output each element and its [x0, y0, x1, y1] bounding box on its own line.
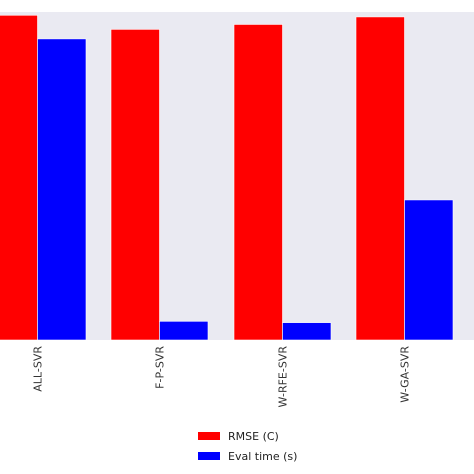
legend-label-rmse-c: RMSE (C): [228, 430, 279, 443]
bar-w-ga-svr-rmse-c: [355, 16, 405, 341]
legend-label-eval-time-s: Eval time (s): [228, 450, 297, 463]
bar-w-ga-svr-eval-time-s: [404, 199, 454, 341]
bar-all-svr-eval-time-s: [37, 38, 87, 341]
bar-w-rfe-svr-rmse-c: [233, 24, 283, 341]
bars-group: [0, 14, 454, 341]
x-tick-label-all-svr: ALL-SVR: [32, 346, 45, 392]
bar-all-svr-rmse-c: [0, 14, 38, 341]
legend-swatch-eval-time-s: [198, 452, 220, 460]
x-tick-label-w-rfe-svr: W-RFE-SVR: [277, 346, 290, 408]
x-tick-labels: ALL-SVR F-P-SVR W-RFE-SVR W-GA-SVR: [32, 346, 412, 408]
legend: RMSE (C) Eval time (s): [198, 430, 297, 463]
legend-swatch-rmse-c: [198, 432, 220, 440]
bar-f-p-svr-rmse-c: [110, 29, 160, 341]
x-tick-label-f-p-svr: F-P-SVR: [154, 346, 167, 389]
bar-w-rfe-svr-eval-time-s: [282, 322, 332, 341]
x-tick-label-w-ga-svr: W-GA-SVR: [399, 346, 412, 403]
bar-f-p-svr-eval-time-s: [159, 321, 209, 341]
